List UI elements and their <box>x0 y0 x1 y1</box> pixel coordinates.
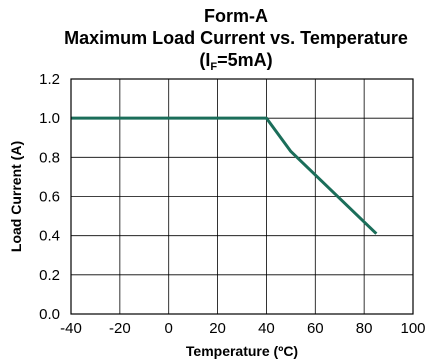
x-tick-label: 0 <box>165 320 173 337</box>
plot-frame <box>70 78 414 315</box>
y-tick-label: 0.6 <box>39 189 60 206</box>
x-tick-label: 80 <box>356 320 373 337</box>
y-tick-label: 0.0 <box>39 306 60 323</box>
y-tick-label: 1.2 <box>39 71 60 88</box>
series <box>71 116 378 235</box>
x-axis-label: Temperature (ºC) <box>186 343 298 359</box>
y-tick-label: 1.0 <box>39 110 60 127</box>
condition-subscript: F <box>210 61 217 73</box>
x-tick-label: 60 <box>307 320 324 337</box>
chart-subtitle: Maximum Load Current vs. Temperature <box>64 28 408 48</box>
y-tick-label: 0.8 <box>39 149 60 166</box>
chart-condition: (IF=5mA) <box>199 50 272 73</box>
condition-open: (I <box>199 50 210 70</box>
x-tick-label: 100 <box>400 320 425 337</box>
x-tick-labels: -40 -20 0 20 40 60 80 100 <box>60 320 425 337</box>
x-tick-label: -20 <box>109 320 131 337</box>
x-tick-label: 40 <box>258 320 275 337</box>
y-tick-labels: 0.0 0.2 0.4 0.6 0.8 1.0 1.2 <box>39 71 60 323</box>
y-tick-label: 0.2 <box>39 267 60 284</box>
x-tick-label: -40 <box>60 320 82 337</box>
y-axis-label: Load Current (A) <box>8 141 24 252</box>
series-line <box>71 116 378 235</box>
y-tick-label: 0.4 <box>39 228 60 245</box>
x-tick-label: 20 <box>209 320 226 337</box>
chart-title: Form-A <box>204 6 268 26</box>
condition-rest: =5mA) <box>217 50 273 70</box>
grid <box>71 79 413 314</box>
